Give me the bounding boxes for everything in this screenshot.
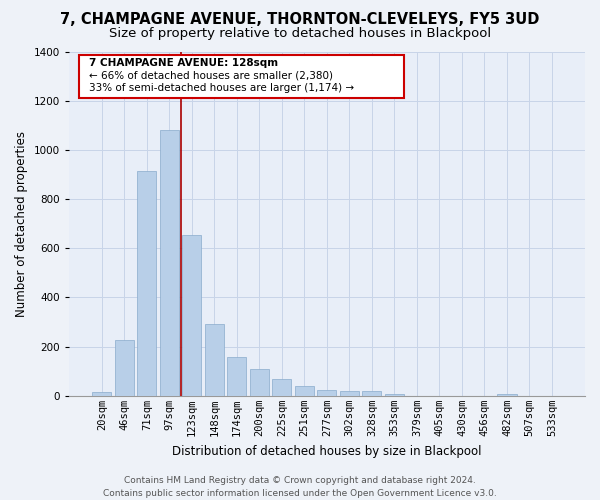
Bar	[160, 130, 179, 396]
Bar	[362, 392, 382, 396]
Bar	[137, 170, 157, 396]
Bar	[385, 394, 404, 396]
Text: 33% of semi-detached houses are larger (1,174) →: 33% of semi-detached houses are larger (…	[89, 83, 355, 93]
Bar	[115, 340, 134, 396]
Bar	[79, 55, 404, 98]
X-axis label: Distribution of detached houses by size in Blackpool: Distribution of detached houses by size …	[172, 444, 482, 458]
Text: 7, CHAMPAGNE AVENUE, THORNTON-CLEVELEYS, FY5 3UD: 7, CHAMPAGNE AVENUE, THORNTON-CLEVELEYS,…	[61, 12, 539, 28]
Bar	[227, 357, 247, 396]
Bar	[205, 324, 224, 396]
Bar	[182, 235, 202, 396]
Text: Size of property relative to detached houses in Blackpool: Size of property relative to detached ho…	[109, 28, 491, 40]
Bar	[92, 392, 112, 396]
Bar	[497, 394, 517, 396]
Bar	[295, 386, 314, 396]
Text: 7 CHAMPAGNE AVENUE: 128sqm: 7 CHAMPAGNE AVENUE: 128sqm	[89, 58, 278, 68]
Bar	[250, 370, 269, 396]
Y-axis label: Number of detached properties: Number of detached properties	[15, 130, 28, 316]
Bar	[272, 378, 292, 396]
Bar	[317, 390, 337, 396]
Text: ← 66% of detached houses are smaller (2,380): ← 66% of detached houses are smaller (2,…	[89, 70, 334, 81]
Bar	[340, 391, 359, 396]
Text: Contains HM Land Registry data © Crown copyright and database right 2024.
Contai: Contains HM Land Registry data © Crown c…	[103, 476, 497, 498]
